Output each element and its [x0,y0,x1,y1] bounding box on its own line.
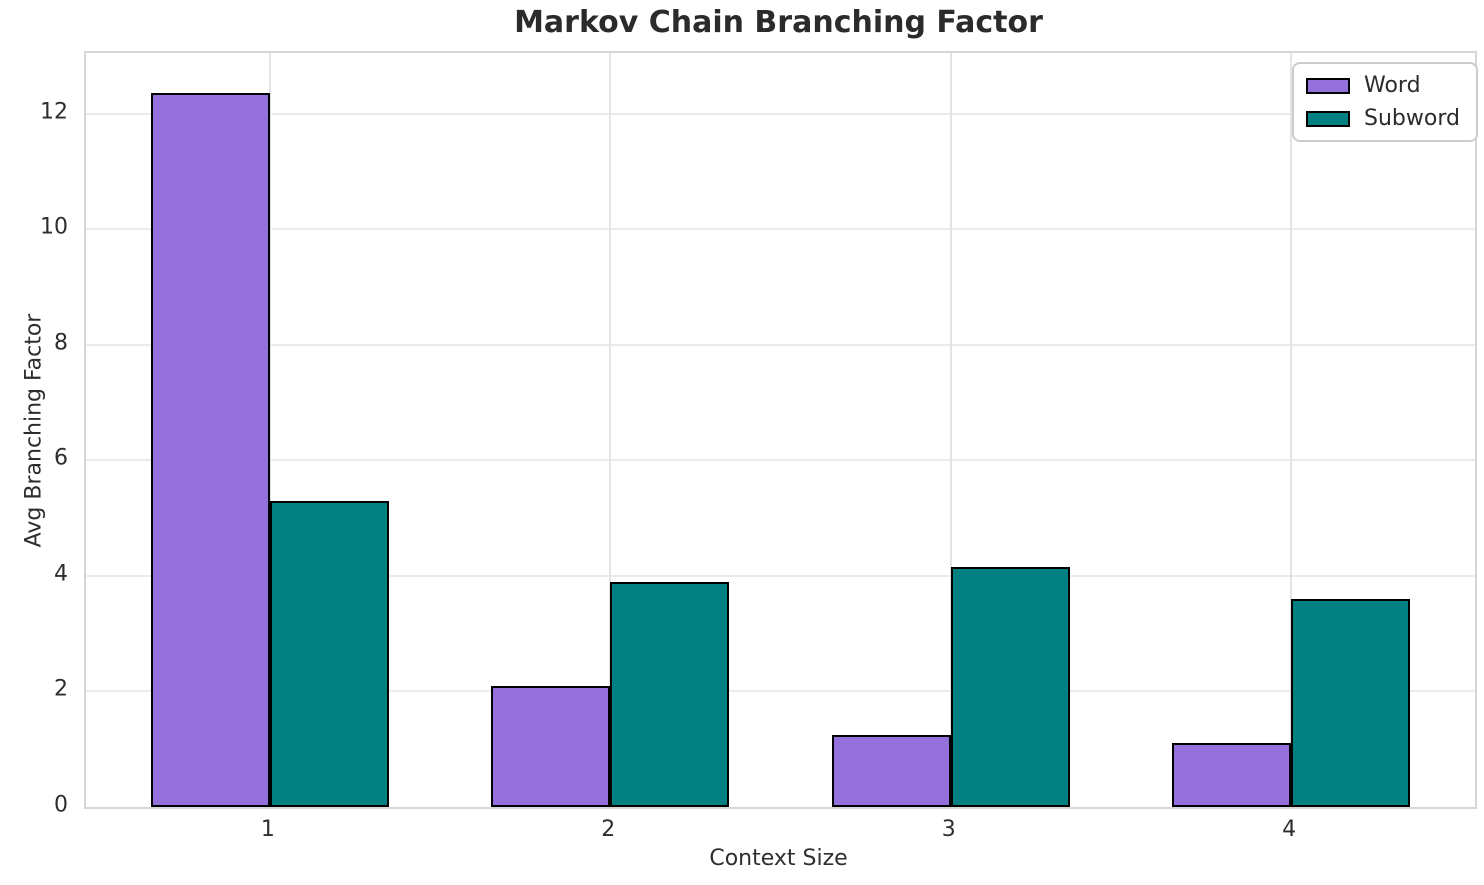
x-axis-label: Context Size [709,846,848,871]
legend-swatch-word [1306,77,1350,94]
y-tick-label-8: 8 [54,330,68,356]
y-tick-label-10: 10 [40,214,68,240]
gridline-x-1 [268,53,271,807]
y-tick-label-4: 4 [54,561,68,587]
gridline-x-4 [1290,53,1293,807]
y-axis-label: Avg Branching Factor [21,313,47,548]
y-tick-label-2: 2 [54,676,68,702]
x-tick-label-1: 1 [260,817,275,842]
y-tick-label-12: 12 [40,99,68,125]
gridline-y-6 [86,459,1475,462]
bar-subword-2 [610,581,730,807]
legend-label-word: Word [1364,73,1421,98]
bar-word-1 [150,93,270,807]
legend-item-word: Word [1306,73,1460,98]
x-tick-label-2: 2 [601,817,616,842]
gridline-y-12 [86,112,1475,115]
bar-word-3 [831,734,951,807]
gridline-x-2 [609,53,612,807]
gridline-y-2 [86,690,1475,693]
chart-title: Markov Chain Branching Factor [514,5,1043,40]
bar-word-4 [1172,743,1292,807]
legend-item-subword: Subword [1306,106,1460,131]
gridline-y-10 [86,228,1475,231]
gridline-x-3 [949,53,952,807]
gridline-y-8 [86,343,1475,346]
x-tick-label-3: 3 [941,817,956,842]
x-tick-label-4: 4 [1282,817,1297,842]
legend-swatch-subword [1306,110,1350,127]
y-tick-label-0: 0 [54,792,68,818]
gridline-y-4 [86,574,1475,577]
bar-subword-1 [269,500,389,807]
y-tick-label-6: 6 [54,445,68,471]
bar-subword-3 [950,567,1070,807]
bar-word-2 [491,685,611,807]
plot-area [84,51,1477,809]
legend: Word Subword [1292,62,1478,142]
bar-subword-4 [1291,599,1411,807]
legend-label-subword: Subword [1364,106,1460,131]
